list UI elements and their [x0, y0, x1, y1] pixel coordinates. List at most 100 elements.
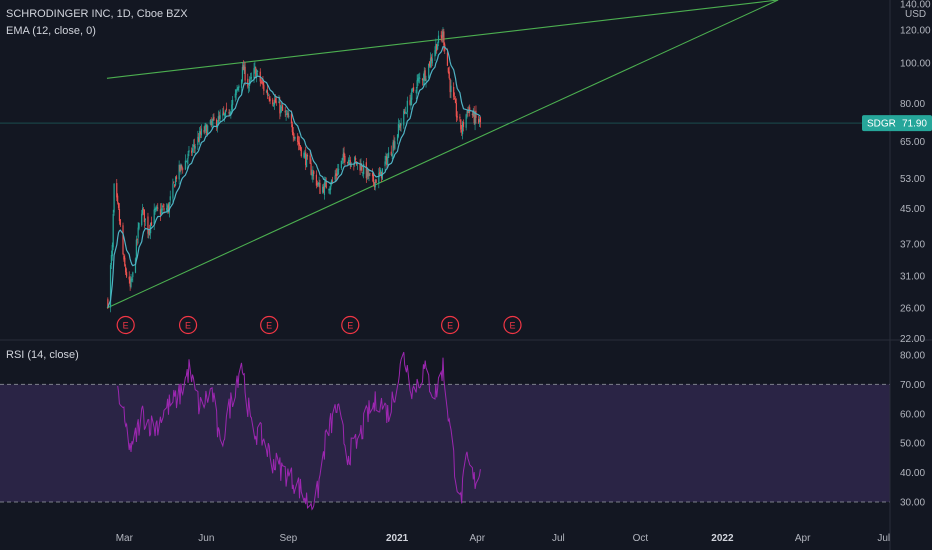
candle-body — [294, 136, 296, 139]
candle-body — [322, 186, 325, 193]
candle-body — [187, 153, 189, 159]
candle-body — [465, 114, 467, 128]
candle-body — [217, 116, 219, 126]
candle-body — [166, 205, 169, 211]
candle-body — [186, 159, 188, 163]
candle-body — [130, 278, 132, 287]
candle-body — [449, 78, 451, 93]
earnings-marker: E — [441, 315, 460, 335]
time-tick-label: Mar — [116, 533, 134, 544]
ema-legend[interactable]: EMA (12, close, 0) — [6, 25, 96, 37]
candle-body — [415, 89, 417, 94]
candle-body — [280, 106, 282, 114]
candle-body — [324, 181, 326, 182]
candle-body — [373, 182, 375, 187]
candle-body — [211, 121, 213, 126]
candle-body — [142, 208, 144, 214]
symbol-legend[interactable]: SCHRODINGER INC, 1D, Cboe BZX — [6, 8, 188, 20]
candle-body — [299, 145, 301, 149]
rsi-tick-label: 80.00 — [900, 351, 925, 362]
candle-body — [475, 110, 477, 118]
candle-body — [330, 180, 333, 185]
candle-body — [328, 188, 330, 191]
candle-body — [222, 113, 224, 116]
candle-body — [229, 112, 231, 115]
candle-body — [235, 89, 237, 96]
candle-body — [386, 156, 388, 166]
candle-body — [403, 110, 405, 126]
candle-body — [412, 88, 414, 90]
price-tick-label: 80.00 — [900, 99, 925, 110]
last-price-symbol: SDGR — [867, 119, 896, 130]
candle-body — [242, 65, 244, 70]
candle-body — [418, 77, 420, 79]
earnings-marker: E — [178, 315, 198, 335]
candle-body — [163, 207, 165, 211]
candle-body — [435, 44, 437, 51]
candle-body — [417, 78, 419, 82]
candle-body — [141, 213, 143, 226]
candle-body — [335, 173, 337, 176]
candle-body — [311, 174, 313, 176]
earnings-circle — [260, 315, 279, 335]
candle-body — [260, 82, 262, 83]
candle-body — [255, 67, 257, 79]
candle-body — [365, 162, 367, 179]
rsi-line — [117, 351, 481, 511]
trendline-1 — [106, 0, 779, 79]
candle-body — [136, 239, 138, 241]
candle-body — [142, 209, 145, 211]
candle-body — [247, 78, 249, 87]
rsi-tick-label: 50.00 — [900, 439, 925, 450]
earnings-marker: E — [116, 315, 135, 335]
candle-body — [336, 173, 338, 176]
candle-body — [355, 158, 357, 160]
candle-body — [278, 101, 280, 104]
candle-body — [306, 154, 308, 168]
rsi-legend[interactable]: RSI (14, close) — [6, 349, 79, 361]
candle-body — [461, 122, 464, 135]
candle-body — [441, 35, 443, 39]
earnings-marker: E — [260, 315, 279, 335]
candle-body — [378, 173, 380, 183]
candle-body — [404, 112, 406, 114]
candle-body — [305, 152, 307, 166]
candle-body — [248, 86, 250, 88]
price-unit-label: USD — [905, 9, 926, 20]
candle-body — [231, 104, 233, 111]
candle-body — [379, 170, 382, 175]
candle-body — [361, 165, 363, 171]
candle-body — [443, 31, 445, 46]
rsi-tick-label: 60.00 — [900, 409, 925, 420]
candle-body — [117, 203, 120, 209]
candle-body — [199, 131, 202, 135]
candle-body — [387, 157, 389, 165]
candle-body — [406, 100, 408, 113]
candle-body — [322, 187, 324, 193]
candle-body — [456, 116, 458, 118]
candle-body — [363, 164, 365, 175]
candle-body — [263, 84, 265, 91]
candle-body — [347, 162, 349, 163]
candle-body — [215, 119, 218, 128]
candle-body — [459, 116, 461, 119]
candle-body — [397, 124, 400, 137]
candle-body — [393, 140, 395, 148]
candle-body — [447, 67, 449, 73]
candle-body — [265, 90, 268, 93]
candle-body — [315, 174, 318, 186]
candle-body — [285, 114, 287, 116]
last-price-tag: SDGR 71.90- — [862, 115, 932, 132]
candle-body — [429, 58, 432, 68]
candle-body — [125, 272, 128, 277]
candle-body — [230, 111, 232, 115]
candle-body — [122, 225, 124, 255]
candle-body — [462, 122, 465, 127]
candle-body — [119, 219, 121, 226]
candle-body — [453, 97, 456, 99]
trendline-2 — [106, 0, 779, 309]
candle-body — [422, 78, 424, 81]
candle-body — [137, 227, 139, 238]
